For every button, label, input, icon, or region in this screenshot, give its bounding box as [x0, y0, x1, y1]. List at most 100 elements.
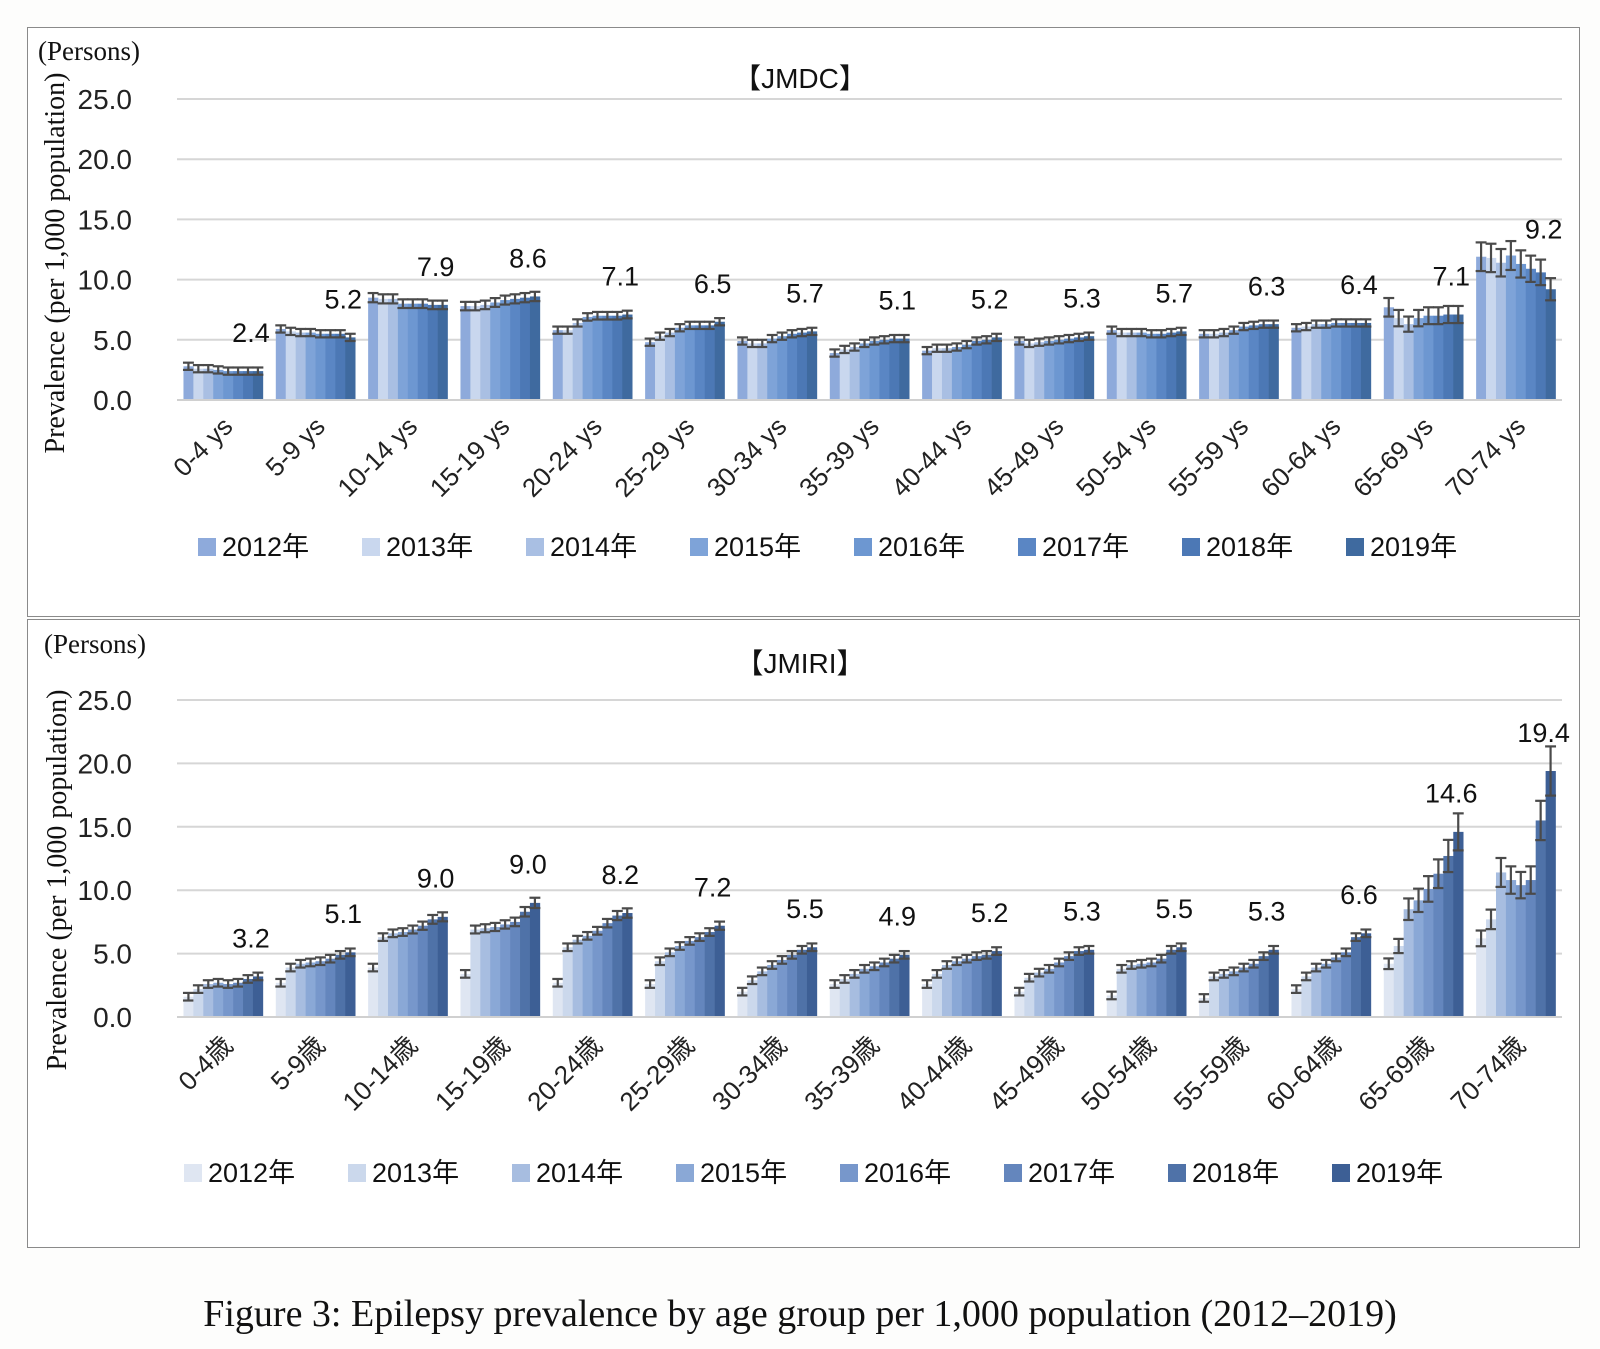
bar [213, 982, 224, 1017]
error-bar [621, 309, 633, 320]
error-bar [951, 342, 963, 352]
error-bar [519, 291, 531, 304]
error-bar [334, 329, 346, 339]
error-bar [1442, 304, 1454, 325]
error-bar [1340, 947, 1352, 958]
legend-item: 2013年 [362, 532, 473, 562]
error-bar [1053, 957, 1065, 968]
bar [1014, 991, 1025, 1017]
bar [1423, 888, 1434, 1017]
error-bar [961, 953, 973, 964]
bar [704, 325, 715, 400]
legend-swatch [184, 1164, 202, 1182]
error-bar [552, 325, 564, 335]
bar [1136, 332, 1147, 400]
error-bar [898, 333, 910, 344]
legend-label: 2019年 [1356, 1158, 1443, 1188]
bar [1453, 831, 1464, 1017]
error-bar [1360, 318, 1372, 328]
error-bar [509, 293, 521, 305]
data-label: 6.4 [1340, 270, 1378, 300]
legend-item: 2015年 [676, 1158, 787, 1188]
bar [387, 298, 399, 400]
bar [490, 926, 501, 1017]
x-tick-label: 10-14 ys [331, 411, 423, 503]
bar [757, 343, 768, 400]
error-bar [417, 298, 429, 310]
error-bar [1330, 318, 1342, 328]
error-bar [275, 977, 287, 988]
error-bar [644, 337, 656, 347]
data-label: 14.6 [1425, 779, 1478, 809]
error-bar [611, 310, 623, 321]
error-bar [1043, 963, 1055, 974]
bar [368, 297, 379, 400]
error-bar [1083, 944, 1095, 955]
data-label: 2.4 [232, 318, 270, 348]
error-bar [1175, 326, 1187, 337]
x-tick-label: 60-64歳 [1260, 1030, 1347, 1117]
error-bar [704, 927, 716, 937]
bar [1238, 967, 1250, 1017]
error-bar [1320, 958, 1332, 969]
bar [932, 348, 943, 400]
bar [655, 336, 666, 400]
error-bar [407, 298, 419, 310]
error-bar [859, 963, 870, 974]
bar [1074, 951, 1085, 1017]
legend-label: 2018年 [1206, 532, 1293, 562]
bar [806, 331, 818, 400]
error-bar [674, 323, 686, 333]
data-label: 8.2 [602, 860, 640, 890]
bar [1166, 949, 1177, 1017]
legend-swatch [1004, 1164, 1022, 1182]
bar [582, 935, 593, 1017]
x-tick-label: 70-74歳 [1445, 1030, 1532, 1117]
legend-label: 2014年 [536, 1158, 623, 1188]
bar [1228, 971, 1240, 1017]
error-bar [427, 913, 439, 925]
bar [417, 925, 428, 1017]
x-tick-label: 50-54 ys [1070, 411, 1162, 503]
bar [552, 330, 564, 400]
legend-item: 2012年 [198, 532, 309, 562]
legend-swatch [1332, 1164, 1350, 1182]
error-bar [499, 294, 511, 306]
error-bar [849, 968, 861, 979]
error-bar [694, 320, 706, 331]
bar [1331, 957, 1342, 1017]
data-label: 5.1 [325, 899, 363, 929]
data-label: 5.2 [971, 284, 1009, 314]
error-bar [1452, 812, 1464, 852]
bar [1146, 962, 1157, 1017]
bar [1476, 256, 1487, 400]
bar [183, 366, 194, 400]
error-bar [367, 291, 379, 304]
data-label: 5.2 [325, 284, 363, 314]
bar [1443, 314, 1454, 400]
error-bar [387, 928, 399, 939]
bar [1341, 322, 1352, 400]
x-tick-label: 35-39 ys [793, 411, 885, 503]
error-bar [981, 335, 993, 345]
error-bar [1413, 308, 1424, 328]
bar [922, 984, 933, 1017]
bar [243, 371, 254, 400]
legend-swatch [1182, 538, 1200, 556]
legend-item: 2017年 [1004, 1158, 1115, 1188]
jmdc-chart: 0.0 5.0 10.0 15.0 20.0 25.0 【JMDC】 (Persons) Pre… [38, 36, 1563, 562]
error-bar [232, 366, 244, 376]
error-bar [1310, 962, 1322, 973]
bar [714, 321, 725, 400]
x-tick-label: 70-74 ys [1439, 411, 1531, 503]
bar [397, 932, 409, 1017]
x-tick-label: 30-34歳 [706, 1030, 793, 1117]
bar [1064, 956, 1075, 1017]
bar [1495, 262, 1507, 400]
bar [1248, 325, 1259, 400]
error-bar [921, 979, 933, 989]
bar [460, 973, 471, 1017]
error-bar [192, 363, 204, 374]
data-label: 9.2 [1525, 215, 1563, 245]
data-label: 5.5 [786, 894, 824, 924]
